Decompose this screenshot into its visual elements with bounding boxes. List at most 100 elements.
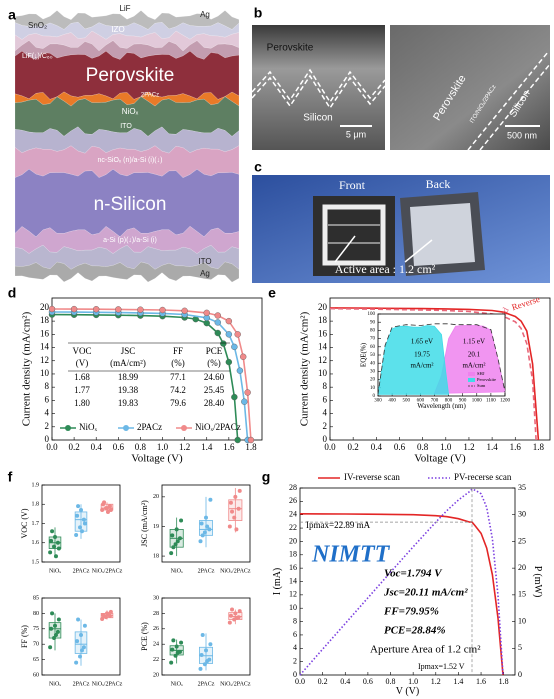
data-point [170,647,175,652]
y-tick-label: 0 [323,434,328,444]
data-point [102,500,107,505]
y-tick-label: 26 [153,626,159,632]
y-tick-label: 16 [289,563,297,572]
y-tick-label: 22 [153,657,159,663]
data-point [198,539,203,544]
y-tick-label: 18 [40,315,50,325]
legend-swatch [468,378,475,382]
plot-frame [51,297,263,441]
x-tick-label: 0.8 [135,442,147,452]
data-point [102,614,107,619]
data-point [173,653,178,658]
y-axis-label: FF (%) [20,625,29,648]
legend-marker [123,425,129,431]
box [228,499,243,521]
panel-label: e [268,285,276,301]
x-tick-label: 0.0 [324,442,336,452]
data-point [53,534,57,539]
data-point [205,659,210,664]
data-point [79,508,83,513]
layer-label: LiF [119,4,130,13]
table-unit: (mA/cm²) [110,358,146,368]
layer [14,261,240,283]
annotation: Ipmax=1.52 V [418,662,465,671]
layer-label: ITO [198,257,211,266]
panel-label: f [8,469,13,485]
data-point [233,611,238,616]
data-point [207,527,212,532]
sem-right [390,25,550,150]
data-point [55,540,60,545]
x-tick-label: NiOₓ [49,681,61,687]
data-point [105,612,110,617]
layer-label: 2PACz [141,93,159,99]
y-tick-label: 90 [370,320,376,325]
x-tick-label: 2PACz [73,568,90,574]
x-tick-label: 1.8 [499,677,509,686]
y-tick-label: 18 [153,553,159,559]
data-point [76,617,81,622]
data-point [81,645,86,650]
y-tick-label: 50 [370,353,376,358]
y-tick-label: 6 [293,630,297,639]
data-point [79,648,84,653]
data-point [79,529,84,534]
x-tick-label: NiOₓ/2PACz [220,568,251,574]
y-tick-label: 8 [45,381,50,391]
marker [214,312,221,319]
data-point [202,530,207,535]
data-point [175,539,180,544]
photo-label: Front [339,178,366,192]
annotation: 1.15 eV [463,338,485,346]
panel-label: a [8,7,16,23]
data-point [79,632,83,637]
y2-tick-label: 0 [518,670,522,679]
y-tick-label: 28 [289,483,297,492]
data-point [200,632,205,637]
layer-label: LiF(↓)/C₆₀ [22,53,53,60]
data-point [208,642,213,647]
x-axis-label: V (V) [396,686,419,697]
marker [225,317,233,325]
data-point [200,533,205,538]
annotation: Ipmax=22.89 mA [306,520,371,530]
data-point [228,613,233,618]
data-point [205,524,210,529]
marker [244,389,251,396]
table-cell: 18.99 [118,372,139,382]
x-tick-label: 0.6 [363,677,373,686]
table-unit: (%) [207,358,221,368]
table-cell: 74.2 [170,385,186,395]
data-point [236,506,241,511]
layer-label: n-Silicon [94,194,167,215]
x-tick-label: NiOₓ [49,568,61,574]
x-tick-label: 0.2 [348,442,359,452]
legend-label: NiOₓ [79,422,97,432]
table-header: PCE [206,346,223,356]
x-tick-label: 1.4 [201,442,213,452]
x-tick-label: 0.6 [113,442,125,452]
data-point [56,617,61,622]
area [377,325,450,395]
y-tick-label: 20 [40,302,50,312]
y-axis-label: PCE (%) [140,622,149,651]
data-point [78,525,83,530]
x-tick-label: 1.8 [245,442,257,452]
arrow [404,239,433,263]
data-point [169,660,174,665]
x-tick-label: NiOₓ/2PACz [92,568,123,574]
x-axis-label: Voltage (V) [131,452,183,464]
interface-line [251,68,386,104]
photo-label: Back [426,177,451,191]
data-point [52,636,57,641]
x-tick-label: 0.4 [91,442,103,452]
data-point [78,654,83,659]
area [433,325,506,394]
x-tick-label: 0.2 [318,677,328,686]
x-tick-label: 1.0 [157,442,169,452]
y-tick-label: 85 [33,595,39,601]
data-point [230,509,235,514]
y-tick-label: 4 [293,643,297,652]
layer-label: IZO [111,25,124,34]
legend-marker [181,425,187,431]
